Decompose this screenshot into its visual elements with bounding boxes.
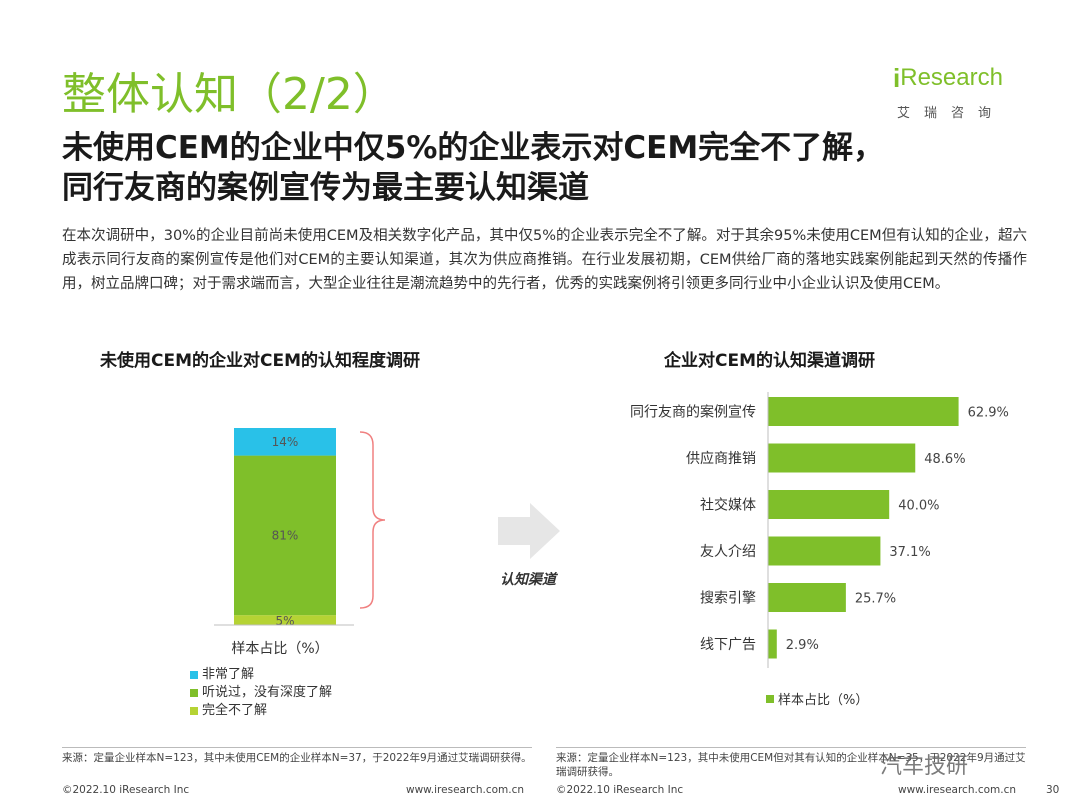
headline: 未使用CEM的企业中仅5%的企业表示对CEM完全不了解， 同行友商的案例宣传为最… (62, 128, 1052, 208)
stacked-segment (234, 615, 336, 625)
channel-bar (768, 443, 916, 473)
legend-label: 非常了解 (202, 667, 255, 682)
channel-value-label: 48.6% (924, 452, 965, 467)
channel-bar (768, 583, 846, 612)
left-legend: 非常了解 听说过，没有深度了解 完全不了解 (190, 666, 332, 720)
channel-bar (768, 629, 777, 659)
watermark: 汽车技研 (880, 754, 969, 779)
left-chart-title: 未使用CEM的企业对CEM的认知程度调研 (100, 351, 421, 371)
right-legend: 样本占比（%） (766, 689, 868, 708)
legend-swatch (190, 671, 198, 679)
segment-label: 5% (275, 614, 294, 628)
legend-swatch (190, 707, 198, 715)
channel-category-label: 线下广告 (700, 637, 756, 653)
segment-label: 81% (272, 528, 299, 542)
channel-bar (768, 397, 959, 426)
footer-copyright-right: ©2022.10 iResearch Inc (556, 784, 684, 796)
legend-item: 非常了解 (190, 666, 332, 684)
channel-value-label: 40.0% (898, 499, 939, 514)
legend-label: 听说过，没有深度了解 (202, 685, 333, 700)
logo-chinese-name: 艾瑞咨询 (897, 106, 1006, 121)
body-paragraph: 在本次调研中，30%的企业目前尚未使用CEM及相关数字化产品，其中仅5%的企业表… (62, 228, 1027, 292)
channel-bar (768, 536, 881, 566)
legend-item: 听说过，没有深度了解 (190, 684, 332, 702)
logo-i: i (893, 62, 901, 93)
legend-label: 完全不了解 (202, 703, 268, 718)
stacked-segment (234, 455, 336, 616)
headline-line-2: 同行友商的案例宣传为最主要认知渠道 (62, 170, 589, 206)
legend-swatch (766, 694, 774, 703)
footer-website-right[interactable]: www.iresearch.com.cn (898, 784, 1017, 796)
legend-swatch (190, 689, 198, 697)
source-divider-left (62, 747, 532, 748)
channel-category-label: 同行友商的案例宣传 (630, 404, 756, 421)
legend-item: 完全不了解 (190, 702, 332, 720)
channel-value-label: 25.7% (855, 592, 896, 607)
segment-label: 14% (272, 435, 299, 449)
channel-category-label: 友人介绍 (700, 544, 756, 560)
channel-value-label: 62.9% (968, 406, 1009, 421)
stacked-segment (234, 428, 336, 456)
left-category-label: 样本占比（%） (231, 641, 328, 657)
legend-label: 样本占比（%） (778, 693, 869, 708)
logo-research: Research (900, 64, 1003, 91)
source-divider-right (556, 747, 1026, 748)
iresearch-logo: i Research 艾瑞咨询 (893, 60, 1023, 124)
channel-category-label: 供应商推销 (686, 450, 756, 467)
page-number: 30 (1046, 784, 1060, 796)
bracket (359, 431, 386, 609)
arrow-label: 认知渠道 (500, 571, 559, 588)
channel-value-label: 2.9% (786, 638, 819, 653)
right-chart-title: 企业对CEM的认知渠道调研 (664, 351, 876, 371)
channel-category-label: 搜索引擎 (700, 590, 756, 607)
channel-bar (768, 490, 890, 519)
arrow-right-icon (498, 503, 560, 559)
channel-category-label: 社交媒体 (700, 497, 756, 514)
headline-line-1: 未使用CEM的企业中仅5%的企业表示对CEM完全不了解， (62, 130, 885, 166)
footer-website-left[interactable]: www.iresearch.com.cn (406, 784, 525, 796)
source-note-right: 来源：定量企业样本N=123，其中未使用CEM但对其有认知的企业样本N=35，于… (556, 752, 1026, 778)
channel-value-label: 37.1% (889, 545, 930, 560)
source-note-left: 来源：定量企业样本N=123，其中未使用CEM的企业样本N=37，于2022年9… (62, 752, 532, 764)
footer-copyright-left: ©2022.10 iResearch Inc (62, 784, 190, 796)
section-title: 整体认知（2/2） (62, 69, 397, 120)
